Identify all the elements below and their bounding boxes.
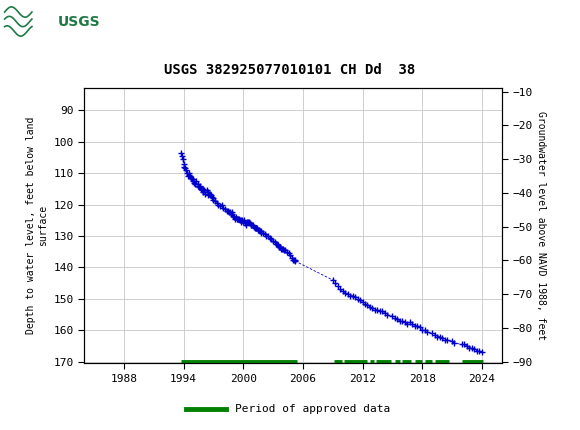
Y-axis label: Depth to water level, feet below land
surface: Depth to water level, feet below land su… (26, 117, 48, 335)
FancyBboxPatch shape (3, 3, 84, 40)
Text: Period of approved data: Period of approved data (235, 404, 390, 415)
Y-axis label: Groundwater level above NAVD 1988, feet: Groundwater level above NAVD 1988, feet (536, 111, 546, 340)
Text: USGS: USGS (58, 15, 100, 28)
Text: USGS 382925077010101 CH Dd  38: USGS 382925077010101 CH Dd 38 (164, 63, 416, 77)
